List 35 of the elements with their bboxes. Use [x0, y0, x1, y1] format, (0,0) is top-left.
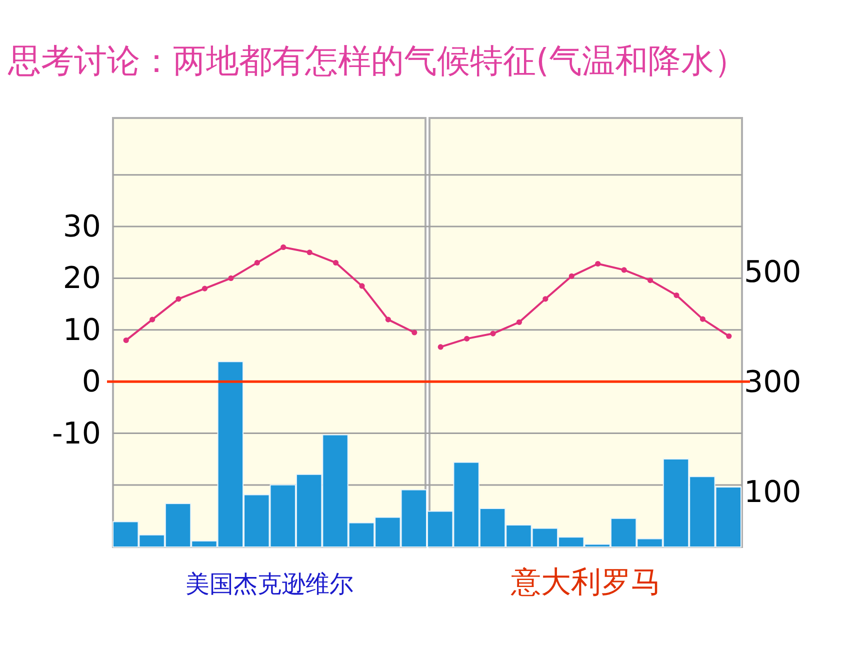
point: [150, 316, 156, 322]
point: [674, 292, 680, 298]
text: 美国杰克逊维尔: [185, 570, 354, 598]
y-tick-label: 20: [62, 261, 101, 296]
y-tick-label: 30: [62, 210, 101, 245]
point: [516, 319, 522, 325]
point: [568, 273, 574, 279]
point: [280, 244, 286, 250]
y2-tick-label: 100: [744, 475, 802, 510]
point: [726, 333, 732, 339]
y-tick-label: 10: [62, 312, 101, 348]
point: [176, 296, 182, 302]
point: [700, 316, 706, 322]
point: [621, 267, 627, 273]
point: [412, 330, 418, 336]
point: [595, 260, 601, 267]
point: [542, 296, 548, 302]
point: [202, 286, 208, 292]
point: [306, 250, 312, 256]
point: [228, 275, 234, 282]
point: [359, 283, 365, 289]
y-tick-label: 0: [82, 364, 101, 400]
point: [254, 260, 260, 266]
chart-title: 思考讨论：两地都有怎样的气候特征(气温和降水）: [7, 41, 747, 80]
y-tick-label: -10: [52, 416, 101, 452]
point: [464, 336, 470, 342]
point: [490, 330, 496, 336]
point: [385, 316, 391, 322]
point: [647, 277, 654, 284]
text: 意大利罗马: [510, 565, 661, 600]
point: [123, 337, 129, 344]
point: [438, 344, 444, 350]
y2-tick-label: 300: [744, 365, 802, 400]
y2-tick-label: 500: [744, 255, 802, 290]
point: [332, 260, 339, 266]
